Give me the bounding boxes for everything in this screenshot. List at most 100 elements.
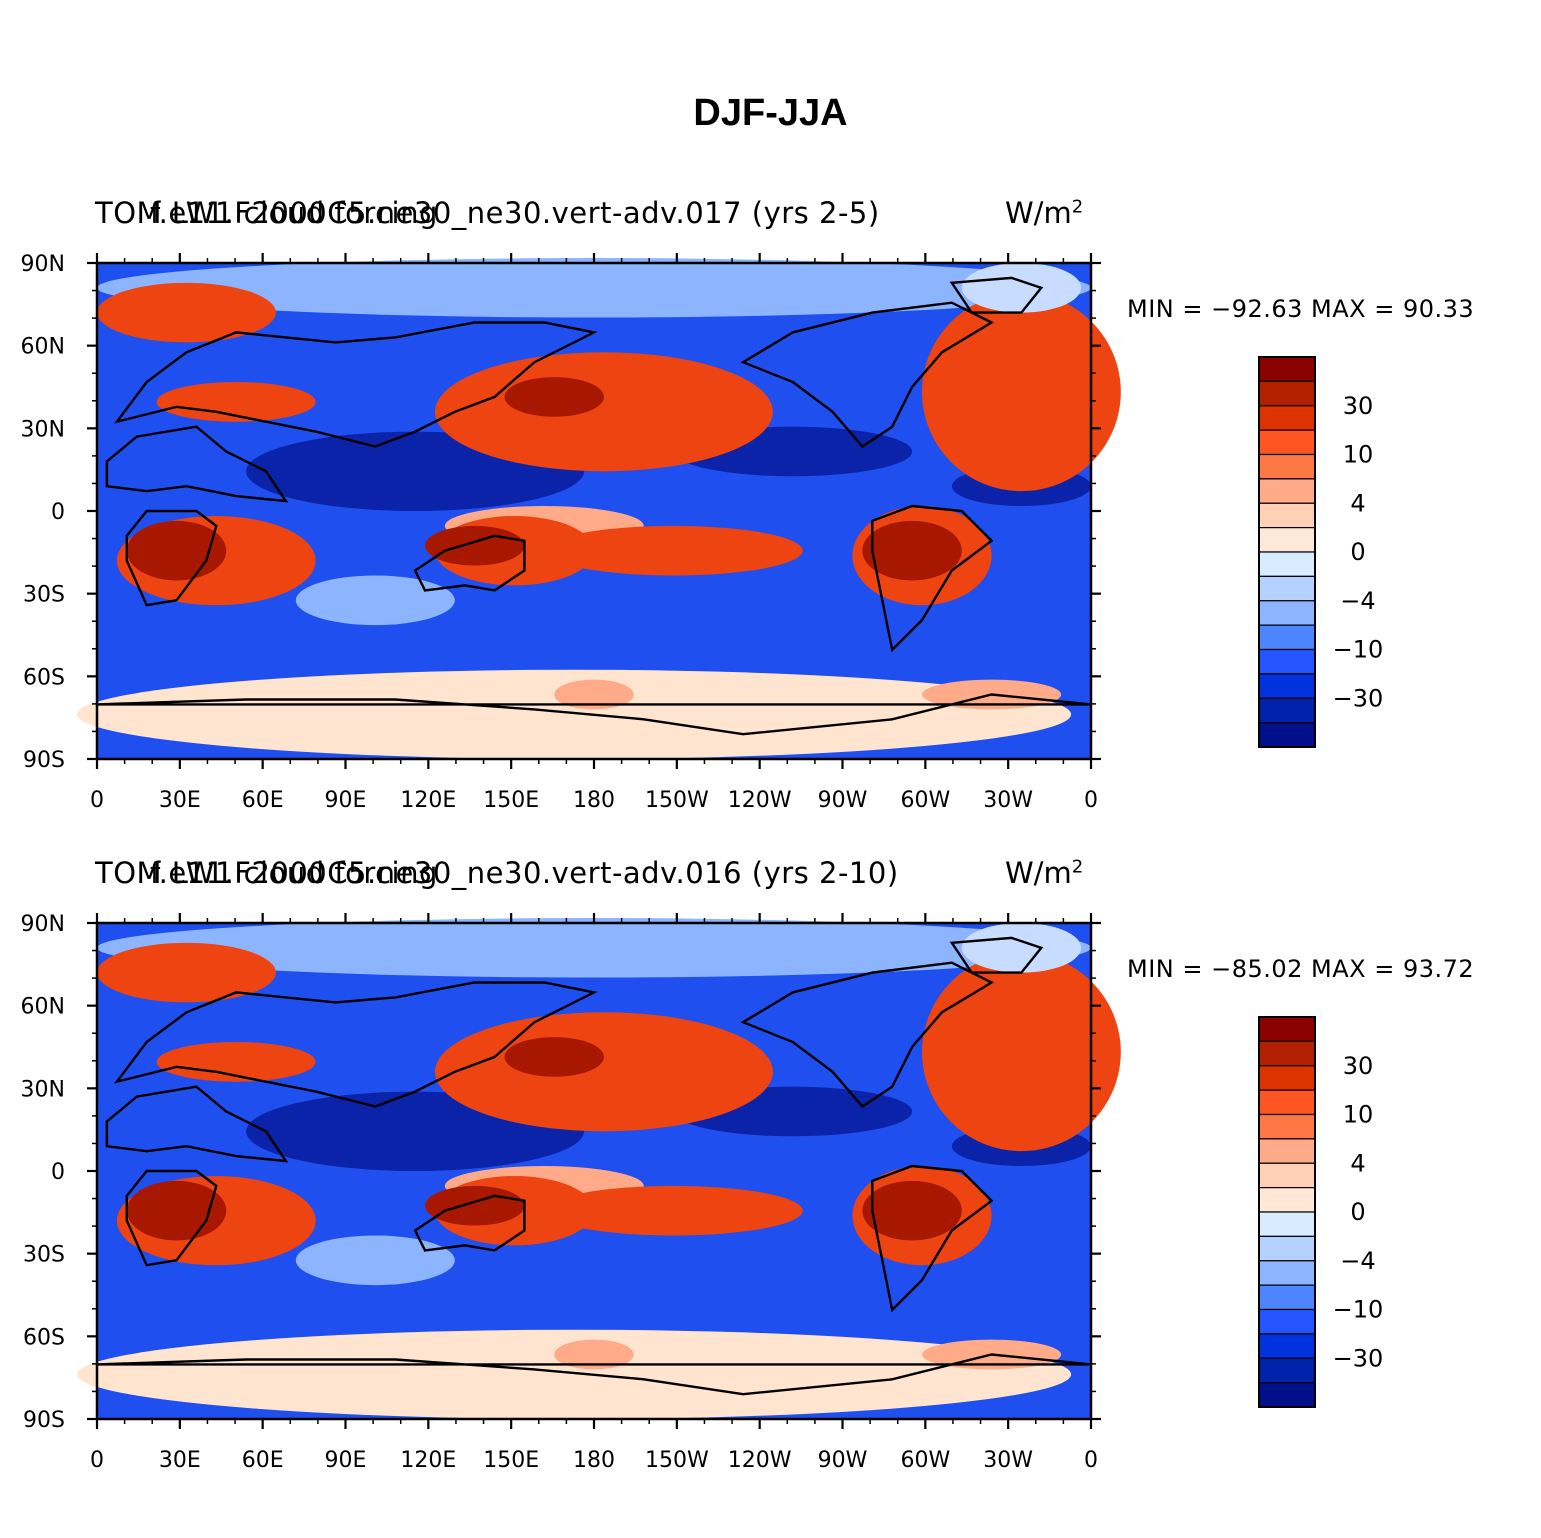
field-contour bbox=[77, 669, 1072, 759]
panel-variable-label: TOM LW1 cloud forcing bbox=[95, 196, 438, 230]
lat-label: 30S bbox=[23, 583, 65, 608]
lon-label: 30W bbox=[983, 788, 1033, 813]
lon-label: 30W bbox=[983, 1448, 1033, 1473]
colorbar-swatch bbox=[1258, 575, 1316, 602]
colorbar-swatch bbox=[1258, 1187, 1316, 1213]
lon-label: 150W bbox=[645, 788, 709, 813]
colorbar-label: 10 bbox=[1343, 441, 1374, 469]
panel-case-label: f.e11.F2000C5.ne30_ne30.vert-adv.017 (yr… bbox=[150, 196, 880, 230]
field-contour bbox=[425, 525, 525, 566]
field-contour bbox=[544, 1185, 803, 1236]
field-contour bbox=[97, 282, 276, 343]
coastline bbox=[949, 936, 1044, 974]
lat-label: 0 bbox=[51, 500, 65, 525]
lon-label: 90W bbox=[818, 788, 868, 813]
colorbar-label: 4 bbox=[1350, 1149, 1365, 1177]
coastline bbox=[949, 276, 1044, 314]
field-contour bbox=[922, 292, 1121, 492]
colorbar-swatch bbox=[1258, 1235, 1316, 1262]
lon-label: 120W bbox=[728, 788, 792, 813]
colorbar-label: −10 bbox=[1333, 636, 1384, 664]
lon-label: 60E bbox=[242, 1448, 284, 1473]
panel-variable-label: TOM LW1 cloud forcing bbox=[95, 856, 438, 890]
lat-label: 60N bbox=[21, 995, 65, 1020]
field-contour bbox=[504, 377, 604, 417]
field-contour bbox=[77, 1329, 1072, 1419]
field-contour bbox=[434, 352, 773, 472]
field-contour bbox=[862, 1180, 962, 1241]
field-contour bbox=[961, 923, 1082, 973]
colorbar-swatch bbox=[1258, 429, 1316, 456]
colorbar-swatch bbox=[1258, 405, 1316, 431]
colorbar-swatch bbox=[1258, 453, 1316, 480]
coastline bbox=[740, 961, 995, 1109]
colorbar-label: −4 bbox=[1340, 587, 1375, 615]
lon-label: 90W bbox=[818, 1448, 868, 1473]
colorbar-swatch bbox=[1258, 1089, 1316, 1116]
lat-label: 0 bbox=[51, 1160, 65, 1185]
colorbar-label: 4 bbox=[1350, 489, 1365, 517]
colorbar-swatch bbox=[1258, 502, 1316, 529]
field-contour bbox=[922, 952, 1121, 1152]
colorbar-frame bbox=[1258, 356, 1316, 748]
coastline bbox=[105, 425, 289, 503]
colorbar-swatch bbox=[1258, 1211, 1316, 1237]
colorbar-swatch bbox=[1258, 1138, 1316, 1164]
colorbar-swatch bbox=[1258, 1284, 1316, 1311]
field-contour bbox=[156, 382, 316, 422]
coastline bbox=[740, 301, 995, 449]
colorbar-swatch bbox=[1258, 1040, 1316, 1067]
coastline bbox=[113, 321, 598, 448]
lat-label: 90N bbox=[21, 912, 65, 937]
panel-units-label: W/m2 bbox=[1005, 856, 1084, 890]
field-contour bbox=[295, 575, 455, 626]
lat-label: 60S bbox=[23, 665, 65, 690]
coastline bbox=[105, 1085, 289, 1163]
coastline bbox=[413, 534, 526, 592]
lon-label: 0 bbox=[90, 1448, 104, 1473]
colorbar-swatch bbox=[1258, 1308, 1316, 1335]
field-contour bbox=[425, 1185, 525, 1226]
lon-label: 0 bbox=[90, 788, 104, 813]
map-plot: 90N 60N 30N 0 30S 60S 90S 0 30E 60E 90E 120E 150E 180… bbox=[21, 252, 1384, 813]
colorbar-label: −10 bbox=[1333, 1296, 1384, 1324]
field-contour bbox=[97, 942, 276, 1003]
lon-label: 0 bbox=[1084, 788, 1098, 813]
field-contour bbox=[554, 1339, 634, 1370]
lon-label: 150W bbox=[645, 1448, 709, 1473]
colorbar-label: −4 bbox=[1340, 1247, 1375, 1275]
min-max-readout: MIN = −92.63 MAX = 90.33 bbox=[1127, 295, 1475, 323]
coastline bbox=[413, 1194, 526, 1252]
colorbar-swatch bbox=[1258, 1162, 1316, 1189]
field-contour bbox=[554, 679, 634, 710]
colorbar-swatch bbox=[1258, 600, 1316, 626]
colorbar-swatch bbox=[1258, 527, 1316, 553]
colorbar-label: 0 bbox=[1350, 538, 1365, 566]
colorbar-label: 30 bbox=[1343, 1052, 1374, 1080]
lon-label: 180 bbox=[573, 788, 615, 813]
figure-title: DJF-JJA bbox=[693, 92, 848, 134]
lat-label: 30N bbox=[21, 417, 65, 442]
colorbar-frame bbox=[1258, 1016, 1316, 1408]
lon-label: 150E bbox=[483, 788, 539, 813]
field-contour bbox=[97, 918, 1091, 978]
min-max-readout: MIN = −85.02 MAX = 93.72 bbox=[1127, 955, 1475, 983]
colorbar-swatch bbox=[1258, 1357, 1316, 1384]
colorbar-swatch bbox=[1258, 551, 1316, 577]
field-contour bbox=[156, 1042, 316, 1082]
field-contour bbox=[434, 1012, 773, 1132]
colorbar-swatch bbox=[1258, 478, 1316, 504]
lon-label: 180 bbox=[573, 1448, 615, 1473]
map-panel-bottom: f.e11.F2000C5.ne30_ne30.vert-adv.016 (yr… bbox=[0, 850, 1541, 1510]
lon-label: 120W bbox=[728, 1448, 792, 1473]
colorbar-label: 10 bbox=[1343, 1101, 1374, 1129]
coastline bbox=[96, 693, 1092, 736]
colorbar-swatch bbox=[1258, 673, 1316, 699]
lon-label: 120E bbox=[400, 1448, 456, 1473]
lon-label: 120E bbox=[400, 788, 456, 813]
field-contour bbox=[862, 520, 962, 581]
colorbar-swatch bbox=[1258, 648, 1316, 675]
lon-label: 30E bbox=[159, 788, 201, 813]
panel-case-label: f.e11.F2000C5.ne30_ne30.vert-adv.016 (yr… bbox=[150, 856, 899, 890]
lon-label: 0 bbox=[1084, 1448, 1098, 1473]
